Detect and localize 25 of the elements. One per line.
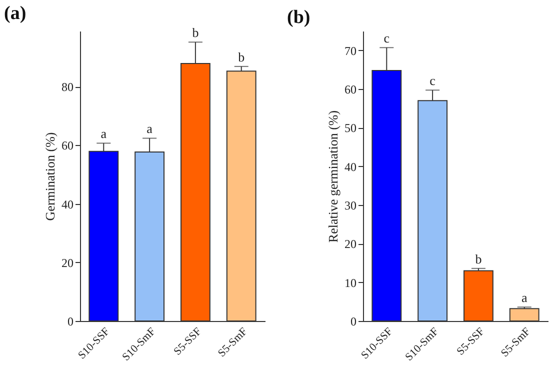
- y-axis-title: Relative germination (%): [326, 110, 340, 243]
- annotation: b: [475, 251, 482, 266]
- y-tick-label: 0: [350, 314, 356, 328]
- annotation: c: [430, 73, 436, 88]
- y-tick-label: 20: [62, 256, 74, 270]
- y-tick-label: 30: [344, 198, 356, 212]
- y-tick-label: 50: [344, 121, 356, 136]
- annotation: a: [100, 126, 107, 142]
- chart-title: (a): [4, 3, 26, 24]
- chart-title: (b): [287, 7, 310, 28]
- annotation: c: [384, 30, 390, 46]
- y-tick-label: 0: [68, 314, 74, 328]
- annotation: b: [192, 25, 199, 40]
- y-tick-label: 10: [344, 276, 356, 290]
- y-tick-label: 40: [344, 160, 356, 174]
- annotation: a: [521, 290, 528, 306]
- annotation: b: [238, 49, 245, 64]
- y-tick-label: 60: [344, 82, 356, 96]
- annotation: a: [146, 121, 153, 136]
- y-tick-label: 80: [62, 80, 74, 94]
- y-tick-label: 60: [62, 138, 74, 153]
- y-tick-label: 70: [344, 44, 356, 58]
- y-tick-label: 20: [344, 237, 356, 252]
- y-tick-label: 40: [62, 197, 74, 212]
- y-axis-title: Germination (%): [42, 132, 58, 221]
